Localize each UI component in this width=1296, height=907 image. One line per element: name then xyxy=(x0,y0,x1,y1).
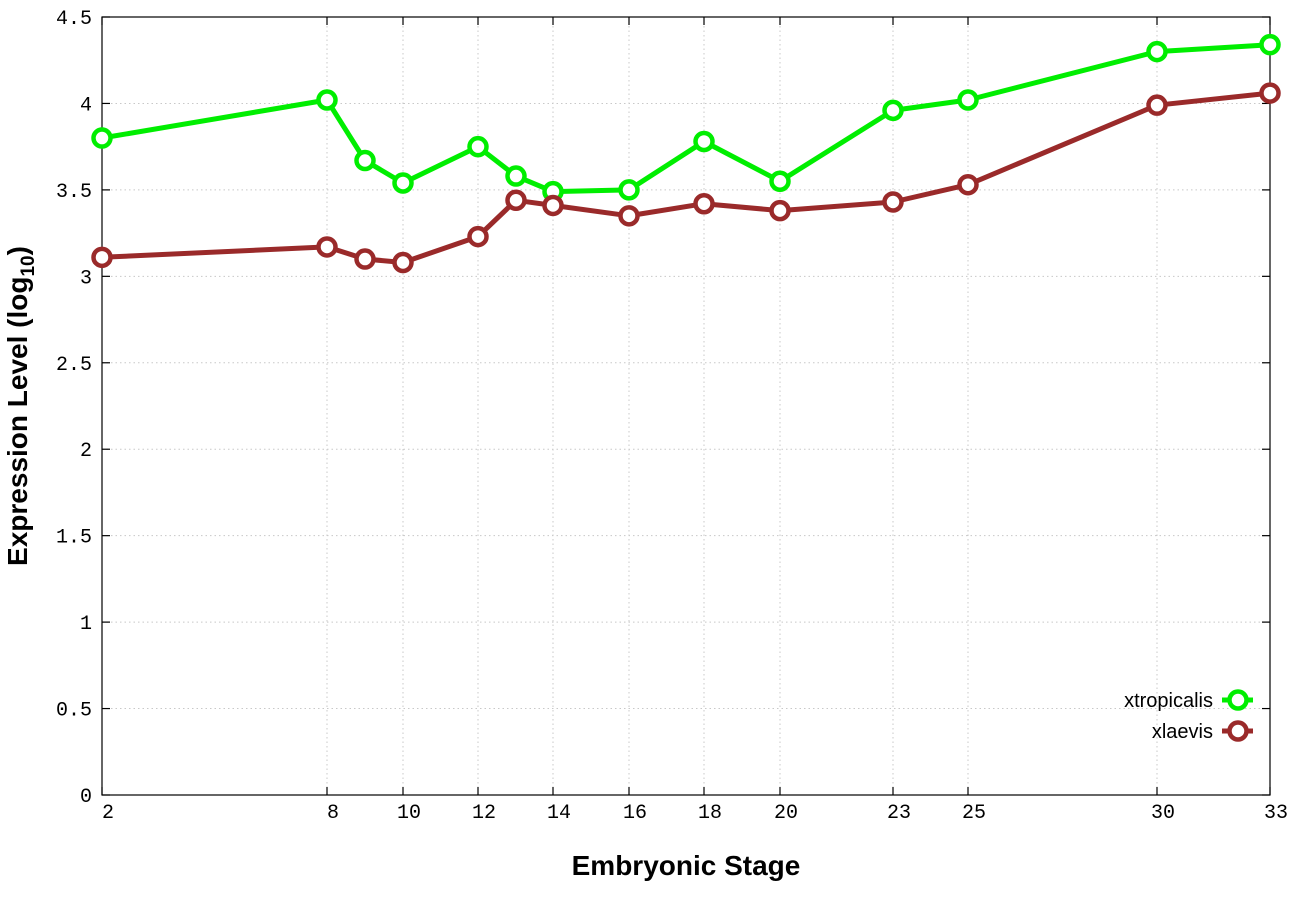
data-point-xlaevis xyxy=(1146,94,1168,116)
data-point-xtropicalis xyxy=(392,172,414,194)
x-tick-label: 2 xyxy=(102,802,114,825)
y-axis-title: Expression Level (log10) xyxy=(2,246,39,566)
data-point-xtropicalis xyxy=(882,99,904,122)
y-tick-label: 2 xyxy=(80,440,92,463)
plot-frame xyxy=(101,16,1271,796)
axis-ticks xyxy=(101,16,1271,796)
x-tick-label: 14 xyxy=(547,802,571,825)
series-line-xtropicalis xyxy=(101,42,1271,195)
y-axis-title-main: Expression Level (log xyxy=(2,277,33,566)
legend-label-xlaevis: xlaevis xyxy=(1152,721,1213,743)
data-point-xtropicalis xyxy=(769,170,791,192)
legend-marker-xtropicalis xyxy=(1227,689,1249,711)
data-point-xtropicalis xyxy=(505,165,527,187)
data-point-xlaevis xyxy=(1259,82,1281,104)
data-point-xlaevis xyxy=(392,251,414,274)
x-tick-label: 8 xyxy=(327,802,339,825)
y-tick-label: 2.5 xyxy=(56,354,92,377)
data-point-xlaevis xyxy=(542,194,564,217)
data-point-xtropicalis xyxy=(957,89,979,111)
y-tick-label: 3 xyxy=(80,267,92,290)
x-tick-label: 33 xyxy=(1264,802,1288,825)
data-point-xlaevis xyxy=(316,236,338,258)
y-tick-label: 0 xyxy=(80,786,92,809)
data-point-xlaevis xyxy=(467,225,489,248)
data-point-xlaevis xyxy=(91,246,113,269)
x-tick-label: 20 xyxy=(774,802,798,825)
data-point-xlaevis xyxy=(354,248,376,270)
x-tick-label: 10 xyxy=(397,802,421,825)
x-tick-label: 12 xyxy=(472,802,496,825)
y-tick-label: 0.5 xyxy=(56,700,92,723)
legend-label-xtropicalis: xtropicalis xyxy=(1124,690,1213,712)
data-point-xtropicalis xyxy=(693,130,715,153)
x-tick-label: 18 xyxy=(698,802,722,825)
x-tick-label: 23 xyxy=(887,802,911,825)
x-tick-label: 25 xyxy=(962,802,986,825)
y-tick-label: 4 xyxy=(80,94,92,117)
x-tick-label: 30 xyxy=(1151,802,1175,825)
tick-labels: 0 0.5 1 1.5 2 2.5 3 3.5 4 4.5 2 8 10 12 14 16 18 20 23 25 30… xyxy=(56,8,1288,825)
data-point-xtropicalis xyxy=(1259,33,1281,56)
data-point-xtropicalis xyxy=(354,149,376,172)
data-point-xlaevis xyxy=(505,189,527,212)
series-line-xlaevis xyxy=(101,90,1271,265)
legend-marker-xlaevis xyxy=(1227,720,1249,742)
y-tick-label: 3.5 xyxy=(56,181,92,204)
y-tick-label: 4.5 xyxy=(56,8,92,31)
data-point-xlaevis xyxy=(957,173,979,196)
data-point-xlaevis xyxy=(693,192,715,215)
y-tick-label: 1.5 xyxy=(56,527,92,550)
data-point-xlaevis xyxy=(618,205,640,227)
legend: xtropicalis xlaevis xyxy=(1124,689,1253,743)
data-point-xlaevis xyxy=(769,199,791,222)
x-tick-label: 16 xyxy=(623,802,647,825)
y-axis-title-close: ) xyxy=(2,246,33,255)
data-point-xtropicalis xyxy=(316,89,338,111)
y-axis-title-subscript: 10 xyxy=(18,255,39,276)
data-point-xtropicalis xyxy=(618,179,640,201)
x-axis-title: Embryonic Stage xyxy=(572,850,801,881)
data-point-xtropicalis xyxy=(1146,40,1168,63)
grid-lines xyxy=(102,17,1270,795)
y-tick-label: 1 xyxy=(80,613,92,636)
data-point-xlaevis xyxy=(882,191,904,213)
data-point-xtropicalis xyxy=(91,127,113,149)
series-lines xyxy=(91,33,1281,274)
data-point-xtropicalis xyxy=(467,135,489,158)
